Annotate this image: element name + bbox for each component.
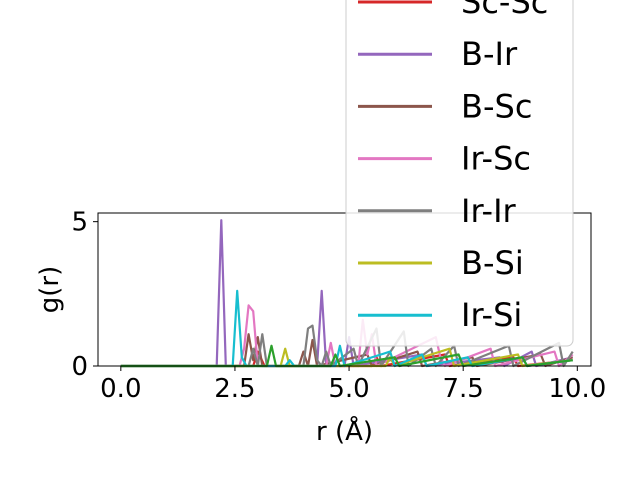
- plot-frame: [97, 212, 592, 367]
- legend-label-ir-si: Ir-Si: [461, 296, 522, 334]
- legend: Sc-Sc B-Ir B-Sc Ir-Sc Ir-Ir B-Si Ir-Si: [345, 0, 574, 347]
- series-line-green: [120, 344, 573, 368]
- x-tick-label: 10.0: [548, 374, 606, 404]
- legend-label-b-si: B-Si: [461, 244, 524, 282]
- legend-box: [345, 0, 574, 347]
- legend-label-b-sc: B-Sc: [461, 87, 532, 125]
- series-line-ir-ir: [120, 324, 574, 368]
- y-axis-label: g(r): [35, 266, 65, 313]
- x-axis-label: r (Å): [316, 415, 373, 447]
- legend-label-sc-sc: Sc-Sc: [461, 0, 548, 21]
- x-tick-label: 2.5: [214, 374, 255, 404]
- y-tick-label: 0: [71, 352, 88, 382]
- legend-label-ir-ir: Ir-Ir: [461, 192, 517, 230]
- x-tick-label: 0.0: [100, 374, 141, 404]
- x-tick-label: 7.5: [443, 374, 484, 404]
- x-tick-label: 5.0: [328, 374, 369, 404]
- y-tick-label: 5: [71, 208, 88, 238]
- legend-label-b-ir: B-Ir: [461, 35, 518, 73]
- legend-label-ir-sc: Ir-Sc: [461, 140, 531, 178]
- x-axis: 0.0 2.5 5.0 7.5 10.0: [100, 366, 606, 404]
- y-axis: 05: [71, 208, 98, 382]
